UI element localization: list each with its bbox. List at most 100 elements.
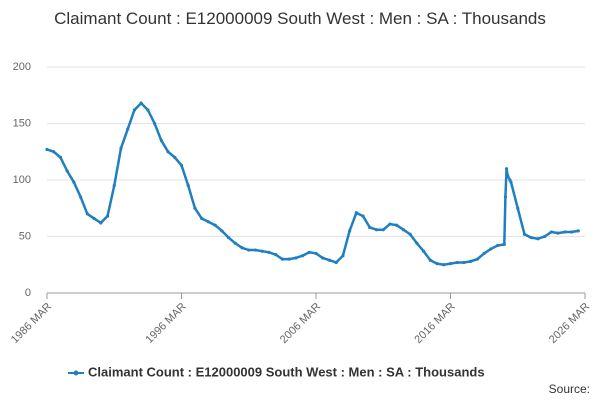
data-point — [206, 220, 210, 224]
data-point — [536, 237, 540, 241]
data-point — [58, 155, 63, 159]
x-tick-label: 1996 MAR — [143, 301, 188, 346]
data-point — [549, 230, 553, 234]
data-point — [193, 206, 197, 210]
data-point — [502, 242, 506, 247]
data-point — [506, 173, 510, 178]
x-tick-label: 2006 MAR — [278, 301, 323, 346]
data-point — [334, 260, 338, 265]
data-point — [482, 251, 486, 256]
data-point — [401, 228, 406, 232]
data-point — [522, 232, 527, 236]
data-point — [448, 262, 453, 266]
data-point — [381, 228, 385, 232]
data-point — [146, 108, 150, 112]
y-tick-label: 100 — [13, 174, 31, 186]
data-point — [442, 263, 446, 267]
legend-marker — [73, 370, 79, 376]
data-point — [139, 101, 143, 105]
data-point — [469, 259, 473, 263]
source: Source: — [549, 382, 590, 396]
data-point — [516, 206, 520, 210]
data-point — [327, 258, 332, 262]
data-point — [321, 256, 325, 260]
data-point — [348, 229, 352, 233]
data-point — [435, 262, 439, 266]
y-tick-label: 0 — [25, 287, 31, 299]
data-point — [166, 150, 170, 154]
data-point — [569, 230, 574, 234]
data-point — [529, 236, 533, 240]
y-tick-label: 200 — [13, 61, 31, 73]
data-point — [220, 229, 224, 233]
data-point — [495, 243, 500, 248]
data-point — [576, 229, 580, 233]
data-point — [65, 169, 69, 173]
data-point — [45, 147, 49, 152]
data-point — [503, 195, 508, 199]
data-point — [105, 214, 110, 218]
data-point — [314, 251, 318, 256]
data-point — [280, 257, 284, 261]
data-point — [52, 150, 56, 154]
data-point — [341, 254, 345, 258]
x-tick-label: 2016 MAR — [412, 301, 457, 346]
data-line — [46, 101, 579, 267]
data-point — [226, 236, 231, 240]
data-point — [563, 230, 567, 234]
data-point — [556, 231, 560, 235]
data-point — [79, 195, 83, 199]
data-point — [300, 254, 305, 258]
data-point — [153, 121, 157, 126]
data-point — [509, 180, 513, 184]
data-point — [179, 163, 184, 167]
data-point — [99, 221, 103, 225]
data-point — [233, 241, 237, 245]
data-point — [395, 223, 399, 227]
data-point — [274, 252, 278, 257]
data-point — [72, 180, 76, 184]
data-point — [159, 138, 163, 143]
data-point — [354, 211, 358, 215]
data-point — [307, 250, 311, 254]
data-point — [112, 184, 116, 188]
data-point — [489, 247, 493, 251]
data-point — [132, 108, 137, 112]
data-point — [408, 232, 412, 236]
data-point — [85, 212, 89, 216]
data-point — [240, 246, 244, 250]
data-point — [422, 249, 426, 253]
data-point — [388, 222, 392, 226]
data-point — [368, 225, 372, 230]
data-point — [294, 256, 298, 260]
data-point — [253, 248, 258, 252]
data-point — [475, 257, 479, 261]
data-point — [260, 249, 264, 253]
y-tick-label: 50 — [19, 230, 31, 242]
data-point — [543, 234, 547, 239]
data-point — [173, 155, 177, 159]
data-point — [126, 127, 130, 131]
y-tick-label: 150 — [13, 117, 31, 129]
chart-title: Claimant Count : E12000009 South West : … — [54, 9, 546, 28]
data-point — [415, 241, 419, 245]
data-point — [186, 184, 190, 188]
data-point — [455, 260, 459, 265]
data-point — [119, 146, 123, 150]
data-point — [428, 258, 432, 262]
data-point — [361, 214, 365, 218]
x-tick-label: 2026 MAR — [547, 301, 592, 346]
data-point — [267, 250, 271, 254]
data-point — [462, 260, 466, 265]
data-point — [504, 167, 509, 171]
data-point — [92, 216, 96, 221]
data-point — [213, 223, 217, 227]
x-tick-label: 1986 MAR — [9, 301, 54, 346]
data-point — [287, 257, 291, 261]
data-point — [247, 248, 251, 252]
legend-label: Claimant Count : E12000009 South West : … — [88, 364, 485, 379]
data-point — [200, 216, 204, 221]
data-point — [374, 228, 379, 232]
